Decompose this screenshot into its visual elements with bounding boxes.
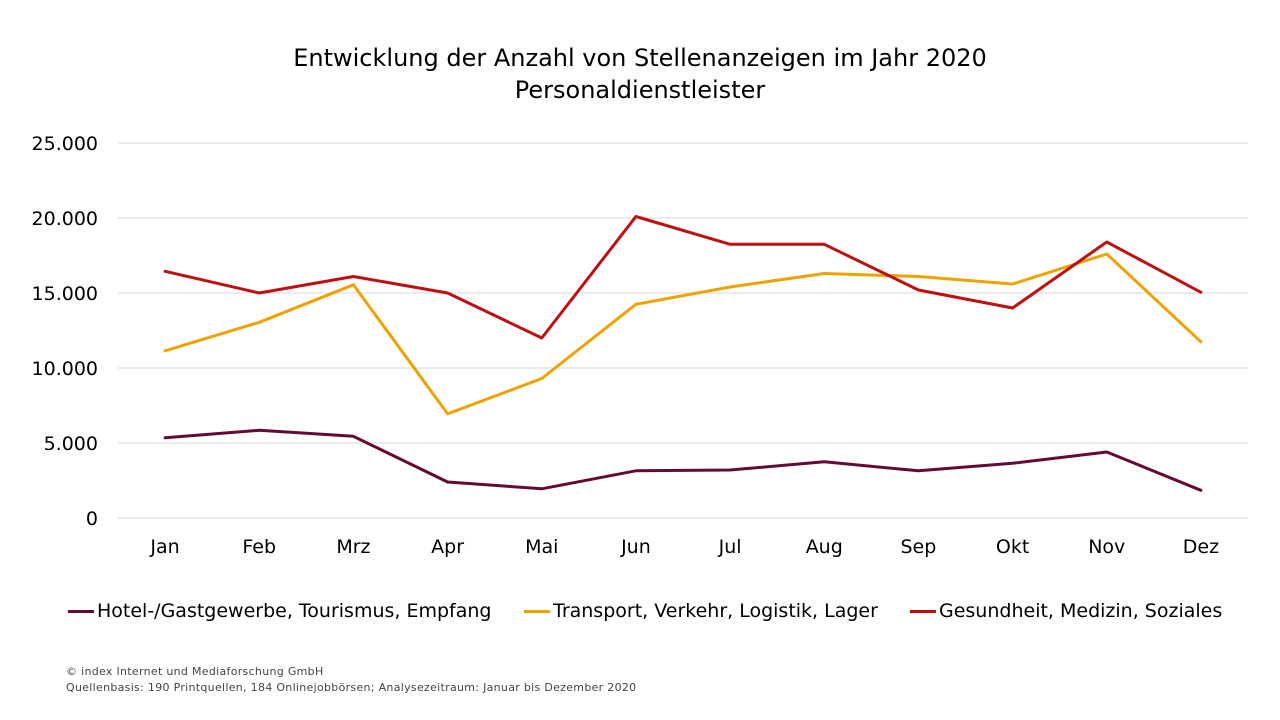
x-tick-label: Jun [620,536,651,558]
x-tick-label: Nov [1088,536,1125,558]
footer-source: Quellenbasis: 190 Printquellen, 184 Onli… [66,681,637,694]
series-line-gesundheit [163,215,1203,340]
x-axis-ticks: Jan Feb Mrz Apr Mai Jun Jul Aug Sep Okt Nov Dez [149,536,1219,558]
x-tick-label: Jul [718,536,742,558]
y-tick-label: 25.000 [32,133,98,155]
x-tick-label: Mai [525,536,558,558]
x-tick-label: Apr [431,536,464,558]
y-tick-label: 5.000 [44,433,98,455]
legend-label-transport: Transport, Verkehr, Logistik, Lager [553,600,878,622]
grid-lines [118,142,1248,519]
y-tick-label: 0 [86,508,98,530]
x-tick-label: Jan [149,536,179,558]
legend-label-hotel: Hotel-/Gastgewerbe, Tourismus, Empfang [97,600,492,622]
legend-item-gesundheit: Gesundheit, Medizin, Soziales [910,596,1222,626]
legend-item-hotel: Hotel-/Gastgewerbe, Tourismus, Empfang [68,596,492,626]
y-axis-ticks: 0 5.000 10.000 15.000 20.000 25.000 [32,133,98,530]
legend-swatch-gesundheit [910,609,936,613]
x-tick-label: Feb [242,536,276,558]
legend: Hotel-/Gastgewerbe, Tourismus, Empfang T… [0,596,1280,626]
series-lines [163,215,1203,492]
x-tick-label: Dez [1183,536,1219,558]
series-line-transport [163,252,1203,416]
footer-copyright: © index Internet und Mediaforschung GmbH [66,665,324,678]
x-tick-label: Mrz [336,536,370,558]
x-tick-label: Okt [996,536,1029,558]
x-tick-label: Sep [901,536,937,558]
legend-swatch-hotel [68,609,94,613]
y-tick-label: 10.000 [32,358,98,380]
legend-item-transport: Transport, Verkehr, Logistik, Lager [524,596,878,626]
legend-label-gesundheit: Gesundheit, Medizin, Soziales [939,600,1223,622]
legend-swatch-transport [524,609,550,613]
x-tick-label: Aug [806,536,843,558]
series-line-hotel [163,428,1203,492]
footer: © index Internet und Mediaforschung GmbH… [66,664,636,696]
chart-title-block: Entwicklung der Anzahl von Stellenanzeig… [0,42,1280,106]
chart-subtitle: Personaldienstleister [514,76,766,104]
chart-title: Entwicklung der Anzahl von Stellenanzeig… [293,44,987,72]
y-tick-label: 20.000 [32,208,98,230]
y-tick-label: 15.000 [32,283,98,305]
